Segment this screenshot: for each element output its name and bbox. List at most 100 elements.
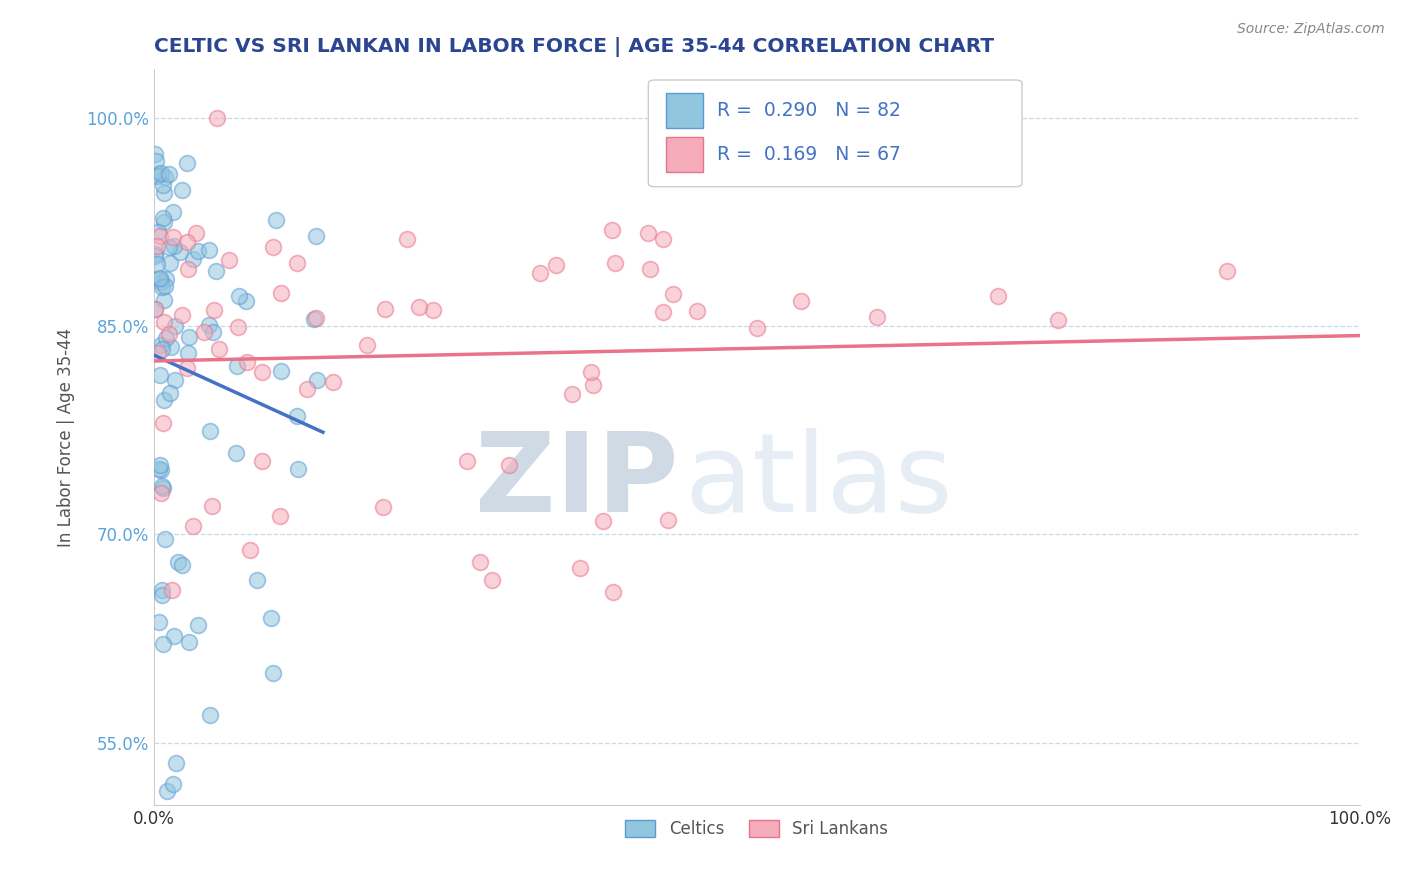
Point — [602, 585, 624, 599]
Point — [157, 327, 180, 342]
Point — [155, 271, 177, 285]
Point — [149, 229, 172, 244]
Point — [148, 462, 170, 476]
Point — [177, 634, 200, 648]
Point — [148, 271, 170, 285]
Point — [228, 289, 250, 303]
Point — [159, 340, 181, 354]
Point — [207, 111, 229, 125]
Point — [270, 285, 292, 300]
Point — [163, 239, 186, 253]
Point — [153, 186, 176, 200]
Point — [146, 167, 169, 181]
Point — [143, 302, 166, 317]
Point — [155, 331, 177, 345]
Point — [661, 286, 683, 301]
Point — [260, 610, 283, 624]
Point — [866, 310, 889, 325]
Point — [181, 519, 204, 533]
Point — [153, 393, 176, 408]
Point — [307, 373, 329, 387]
Point — [150, 463, 173, 477]
Point — [152, 211, 174, 226]
Point — [145, 153, 167, 168]
Point — [169, 245, 191, 260]
Point — [422, 303, 444, 318]
Point — [226, 359, 249, 374]
Point — [149, 368, 172, 383]
Point — [143, 247, 166, 261]
Point — [498, 458, 520, 472]
Point — [205, 264, 228, 278]
Point — [408, 300, 430, 314]
Point — [157, 239, 180, 253]
Point — [287, 462, 309, 476]
Y-axis label: In Labor Force | Age 35-44: In Labor Force | Age 35-44 — [58, 327, 75, 547]
Point — [544, 258, 567, 272]
Point — [143, 146, 166, 161]
Point — [155, 169, 177, 184]
Point — [153, 279, 176, 293]
Point — [250, 365, 273, 379]
Point — [226, 320, 249, 334]
Point — [176, 155, 198, 169]
Point — [146, 239, 169, 253]
Point — [170, 308, 193, 322]
Point — [638, 262, 661, 277]
Point — [156, 784, 179, 798]
Point — [143, 249, 166, 263]
Point — [200, 707, 222, 722]
Point — [652, 305, 675, 319]
Point — [657, 513, 679, 527]
Point — [152, 416, 174, 430]
Point — [322, 375, 344, 389]
Point — [201, 500, 224, 514]
Point — [159, 385, 181, 400]
Point — [177, 330, 200, 344]
Point — [202, 302, 225, 317]
Point — [149, 338, 172, 352]
Point — [165, 756, 187, 771]
Point — [579, 365, 602, 379]
Point — [152, 178, 174, 192]
Point — [152, 293, 174, 308]
Point — [198, 318, 221, 332]
Point — [149, 270, 172, 285]
Point — [186, 617, 208, 632]
Point — [152, 481, 174, 495]
Point — [176, 235, 198, 249]
Point — [143, 301, 166, 316]
Text: R =  0.290   N = 82: R = 0.290 N = 82 — [717, 101, 901, 120]
Point — [468, 555, 491, 569]
Point — [600, 223, 623, 237]
Point — [150, 280, 173, 294]
Point — [157, 167, 180, 181]
Legend: Celtics, Sri Lankans: Celtics, Sri Lankans — [619, 813, 896, 845]
Point — [236, 355, 259, 369]
Point — [198, 243, 221, 257]
Point — [239, 542, 262, 557]
Point — [159, 255, 181, 269]
Point — [187, 244, 209, 258]
Point — [152, 315, 174, 329]
Point — [285, 256, 308, 270]
Point — [177, 262, 200, 277]
Point — [529, 266, 551, 280]
Point — [270, 364, 292, 378]
Point — [250, 454, 273, 468]
Point — [176, 360, 198, 375]
Point — [218, 253, 240, 268]
Point — [356, 338, 378, 352]
Point — [172, 558, 194, 573]
Point — [200, 424, 222, 438]
Point — [163, 629, 186, 643]
Point — [456, 454, 478, 468]
Point — [569, 561, 592, 575]
Point — [152, 637, 174, 651]
Point — [285, 409, 308, 424]
Bar — [666, 136, 703, 172]
Point — [246, 573, 269, 587]
Text: Source: ZipAtlas.com: Source: ZipAtlas.com — [1237, 22, 1385, 37]
Point — [150, 588, 173, 602]
Point — [162, 204, 184, 219]
